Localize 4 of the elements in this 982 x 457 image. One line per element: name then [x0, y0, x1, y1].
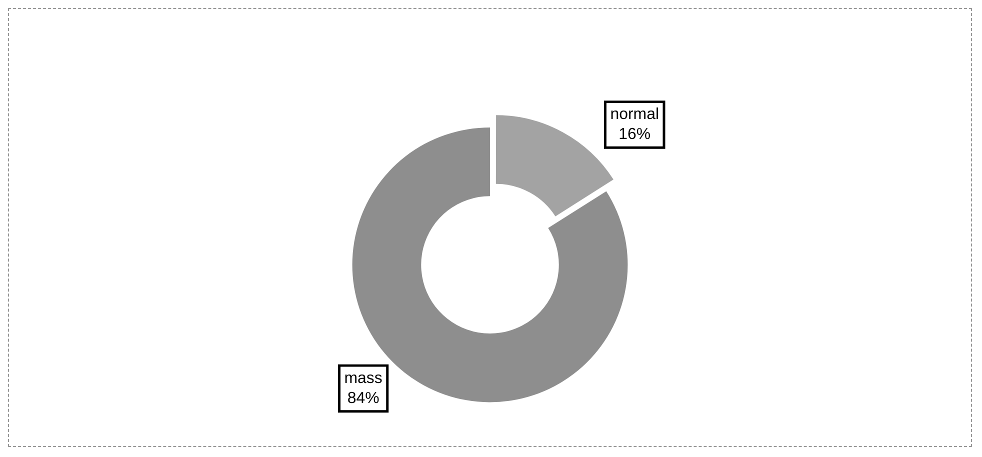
data-label: 16%	[618, 126, 651, 144]
slice-label: mass	[344, 370, 382, 387]
data-label: 84%	[347, 390, 380, 407]
slice-label: normal	[610, 106, 659, 124]
